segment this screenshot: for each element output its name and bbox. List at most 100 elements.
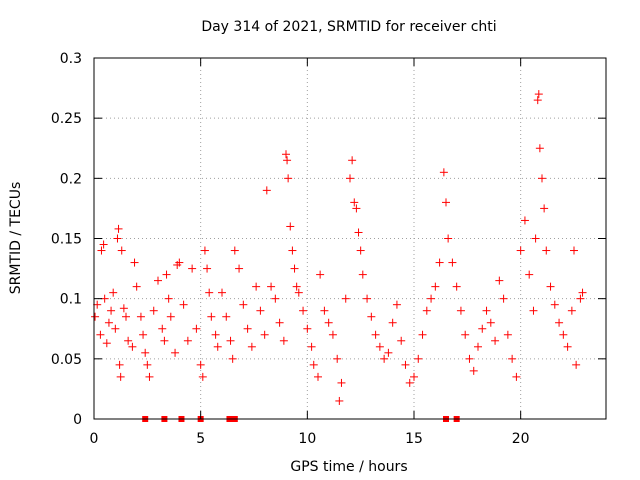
data-point: [162, 270, 171, 279]
x-tick-label: 15: [405, 431, 423, 447]
data-point: [384, 348, 393, 357]
data-point: [132, 282, 141, 291]
data-point: [482, 306, 491, 315]
data-point: [93, 300, 102, 309]
data-point: [192, 324, 201, 333]
data-point: [97, 246, 106, 255]
data-point: [290, 264, 299, 273]
data-point: [337, 378, 346, 387]
data-point: [222, 312, 231, 321]
data-point: [578, 288, 587, 297]
data-point: [333, 354, 342, 363]
data-point: [461, 330, 470, 339]
data-point: [283, 156, 292, 165]
data-point: [401, 360, 410, 369]
data-point: [414, 354, 423, 363]
y-tick-label: 0.15: [51, 232, 82, 248]
data-point: [538, 174, 546, 183]
data-point: [533, 96, 542, 105]
data-point: [422, 306, 431, 315]
data-point: [576, 294, 585, 303]
data-point: [563, 342, 572, 351]
data-point: [207, 312, 216, 321]
data-point: [448, 258, 457, 267]
data-point: [442, 198, 450, 207]
data-point: [282, 150, 290, 159]
data-point: [356, 246, 365, 255]
data-point: [96, 330, 105, 339]
data-point: [328, 330, 337, 339]
data-point: [495, 276, 504, 285]
data-point: [205, 288, 214, 297]
data-point: [444, 234, 453, 243]
data-point: [535, 144, 544, 153]
y-axis-label: SRMTID / TECUs: [8, 182, 24, 295]
data-point: [555, 318, 564, 327]
data-point: [559, 330, 568, 339]
data-point: [267, 282, 276, 291]
data-point: [392, 300, 401, 309]
data-point: [346, 174, 354, 183]
data-point: [230, 246, 239, 255]
data-point: [435, 258, 444, 267]
data-point: [114, 224, 123, 233]
data-point: [198, 372, 207, 381]
data-point: [171, 348, 180, 357]
data-point: [102, 339, 111, 348]
data-point: [371, 330, 380, 339]
data-point: [503, 330, 512, 339]
data-point: [117, 246, 126, 255]
data-point: [145, 372, 154, 381]
data-point: [512, 372, 521, 381]
data-point: [550, 300, 559, 309]
data-point: [104, 318, 113, 327]
data-point: [418, 330, 427, 339]
y-tick-label: 0: [73, 412, 82, 428]
data-point: [520, 216, 529, 225]
data-point: [314, 372, 322, 381]
data-point: [235, 264, 244, 273]
data-point: [175, 258, 184, 267]
data-point: [228, 354, 237, 363]
data-point: [218, 288, 226, 297]
data-point: [307, 342, 316, 351]
data-point: [348, 156, 357, 165]
data-point: [465, 354, 474, 363]
data-point: [164, 294, 173, 303]
data-point: [354, 228, 363, 237]
data-point: [130, 258, 139, 267]
data-point: [375, 342, 384, 351]
data-point: [508, 354, 517, 363]
data-point: [567, 306, 576, 315]
data-point: [491, 336, 500, 345]
data-point: [239, 300, 248, 309]
data-point: [358, 270, 367, 279]
data-point: [405, 378, 414, 387]
data-point: [196, 360, 205, 369]
x-tick-label: 20: [512, 431, 530, 447]
x-tick-label: 5: [196, 431, 205, 447]
data-point: [439, 168, 448, 177]
data-point: [341, 294, 350, 303]
data-point: [275, 318, 284, 327]
data-point: [271, 294, 280, 303]
data-point: [91, 312, 100, 321]
data-point: [309, 360, 318, 369]
data-points: [91, 90, 587, 405]
data-point: [284, 174, 293, 183]
chart-title: Day 314 of 2021, SRMTID for receiver cht…: [201, 19, 496, 35]
y-tick-label: 0.05: [51, 352, 82, 368]
data-point: [262, 186, 271, 195]
data-point: [456, 306, 465, 315]
data-point: [213, 342, 222, 351]
data-point: [335, 396, 344, 405]
data-point: [200, 246, 209, 255]
data-point: [546, 282, 555, 291]
data-point: [350, 198, 359, 207]
data-point: [109, 288, 118, 297]
y-tick-label: 0.3: [60, 51, 82, 67]
y-tick-label: 0.25: [51, 111, 82, 127]
data-point: [452, 282, 461, 291]
data-point: [141, 348, 150, 357]
data-point: [116, 372, 125, 381]
